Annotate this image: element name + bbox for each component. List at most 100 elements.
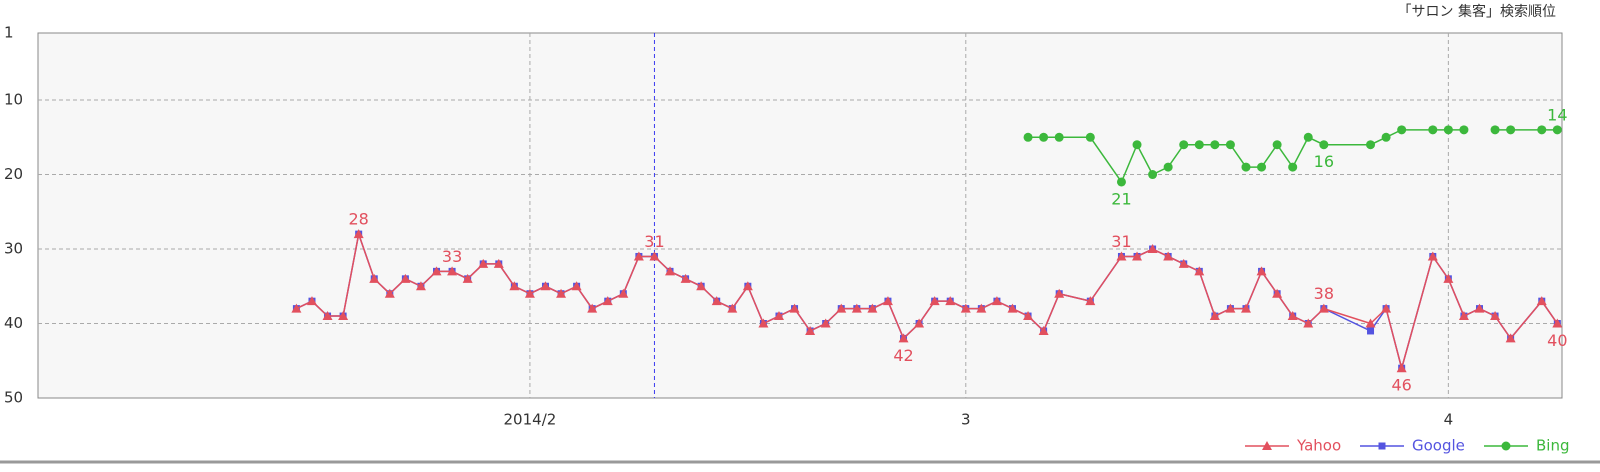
data-label: 33 [442,247,462,266]
marker [1505,333,1516,343]
legend-label: Yahoo [1296,437,1341,455]
marker [1303,132,1313,142]
marker [1085,296,1096,306]
x-tick-label: 4 [1444,411,1454,429]
marker [1427,251,1438,261]
marker [447,266,458,276]
marker [1474,303,1485,313]
marker [649,251,660,261]
legend-item: Google [1360,437,1465,455]
series-line [296,231,1558,372]
marker [462,273,473,283]
marker [1397,125,1407,135]
data-label: 28 [348,210,368,229]
marker [1319,140,1329,150]
marker [1303,318,1314,328]
marker [1366,140,1376,150]
plot-area [37,32,1563,399]
marker [587,303,598,313]
marker [478,258,489,268]
marker [1023,132,1033,142]
marker [976,303,987,313]
y-tick-label: 20 [4,165,23,183]
marker [633,251,644,261]
marker [384,288,395,298]
data-label: 31 [644,232,664,251]
marker [1537,125,1547,135]
data-label: 31 [1111,232,1131,251]
marker [1163,251,1174,261]
marker [1552,318,1563,328]
marker [509,281,520,291]
data-label: 38 [1314,284,1334,303]
y-tick-label: 10 [4,91,23,109]
marker [322,311,333,321]
marker [836,303,847,313]
marker [1257,162,1267,172]
legend-item: Yahoo [1245,437,1341,455]
y-tick-label: 30 [4,240,23,258]
y-tick-label: 50 [4,389,23,407]
marker [1209,311,1220,321]
marker [882,296,893,306]
marker [805,325,816,335]
marker [571,281,582,291]
marker [1147,244,1158,254]
marker [1318,303,1329,313]
marker [1194,266,1205,276]
y-tick-label: 40 [4,314,23,332]
marker [711,296,722,306]
marker [820,318,831,328]
marker [1178,258,1189,268]
y-tick-label: 1 [4,24,14,42]
marker [1194,140,1204,150]
marker [1552,125,1562,135]
marker [914,318,925,328]
marker [1501,441,1511,451]
marker [1367,327,1375,335]
marker [400,273,411,283]
marker [1039,132,1049,142]
marker [1536,296,1547,306]
marker [1054,288,1065,298]
x-tick-label: 3 [961,411,971,429]
marker [1179,140,1189,150]
marker [991,296,1002,306]
marker [556,288,567,298]
x-tick-label: 2014/2 [504,411,557,429]
marker [898,333,909,343]
marker [1148,170,1158,180]
marker [1428,125,1438,135]
marker [338,311,349,321]
marker [602,296,613,306]
marker [1054,132,1064,142]
marker [789,303,800,313]
marker [851,303,862,313]
data-label: 16 [1314,152,1334,171]
marker [1132,140,1142,150]
marker [431,266,442,276]
marker [1378,442,1386,450]
marker [1240,303,1251,313]
data-label: 46 [1391,376,1411,395]
data-label: 40 [1547,331,1567,350]
marker [1458,311,1469,321]
marker [1490,125,1500,135]
marker [742,281,753,291]
marker [1023,311,1034,321]
marker [1116,177,1126,187]
legend-label: Bing [1536,437,1570,455]
marker [1288,162,1298,172]
marker [524,288,535,298]
marker [1241,162,1251,172]
data-label: 14 [1547,105,1567,124]
marker [493,258,504,268]
marker [758,318,769,328]
chart-title: 「サロン 集客」検索順位 [1398,3,1556,20]
marker [1256,266,1267,276]
marker [960,303,971,313]
marker [1381,132,1391,142]
marker [1132,251,1143,261]
marker [945,296,956,306]
